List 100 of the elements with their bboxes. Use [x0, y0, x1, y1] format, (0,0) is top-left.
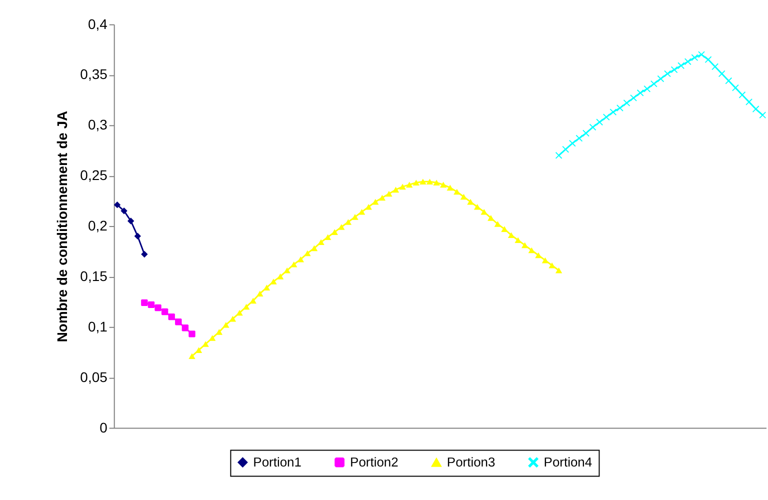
point: [188, 353, 196, 360]
point: [514, 237, 522, 244]
point: [372, 198, 379, 205]
point: [644, 85, 650, 92]
point: [576, 134, 583, 142]
point: [488, 215, 494, 221]
point: [562, 146, 569, 153]
point: [630, 94, 637, 102]
point: [297, 256, 304, 262]
legend-label: Portion2: [350, 454, 398, 470]
point: [712, 63, 718, 70]
point: [365, 204, 372, 210]
point: [331, 229, 338, 235]
point: [114, 201, 121, 208]
point: [738, 92, 746, 98]
point: [480, 208, 488, 215]
point: [141, 250, 148, 258]
point: [596, 118, 603, 126]
point: [284, 268, 290, 274]
y-axis-title: Nombre de conditionnement de JA: [54, 110, 70, 342]
point: [684, 58, 692, 65]
point: [168, 313, 175, 320]
point: [202, 341, 209, 347]
point: [426, 178, 434, 185]
point: [250, 298, 256, 304]
point: [467, 198, 474, 205]
point: [344, 219, 352, 225]
point: [616, 104, 624, 112]
point: [670, 66, 678, 74]
point: [725, 77, 732, 84]
point: [454, 188, 460, 195]
point: [134, 232, 141, 240]
point: [120, 208, 128, 214]
point: [229, 316, 236, 322]
point: [304, 250, 311, 256]
point: [678, 62, 684, 69]
point: [650, 80, 658, 88]
point: [548, 262, 556, 268]
point: [406, 182, 413, 188]
point: [542, 257, 549, 264]
point: [657, 75, 664, 82]
y-tick-label: 0,35: [80, 66, 108, 82]
point: [508, 232, 515, 238]
y-tick-label: 0: [100, 419, 108, 436]
point: [501, 226, 508, 232]
y-tick-label: 0,3: [88, 116, 108, 133]
point: [399, 184, 406, 190]
point: [182, 324, 189, 332]
point: [386, 190, 392, 197]
point: [691, 54, 698, 61]
point: [569, 140, 576, 147]
point: [718, 70, 726, 78]
point: [310, 245, 318, 252]
point: [263, 284, 270, 290]
point: [535, 252, 542, 258]
point: [589, 124, 596, 131]
point: [141, 299, 148, 306]
point: [698, 51, 705, 58]
point: [759, 112, 766, 118]
point: [704, 56, 712, 63]
point: [352, 214, 358, 220]
y-tick-label: 0,2: [88, 218, 108, 234]
y-tick-label: 0,4: [88, 16, 108, 32]
point: [290, 261, 298, 268]
point: [446, 184, 454, 191]
point: [460, 194, 468, 200]
point: [318, 239, 324, 246]
point: [222, 322, 230, 328]
point: [440, 182, 447, 188]
point: [420, 178, 426, 185]
point: [270, 278, 277, 284]
point: [433, 180, 440, 186]
y-tick-label: 0,05: [80, 368, 108, 385]
y-tick-label: 0,25: [80, 167, 108, 184]
point: [732, 84, 739, 92]
point: [392, 186, 400, 193]
point: [154, 304, 162, 312]
y-tick-label: 0,15: [80, 268, 108, 284]
point: [636, 90, 644, 96]
point: [216, 329, 222, 335]
legend-label: Portion1: [253, 454, 302, 470]
point: [603, 114, 610, 120]
point: [378, 194, 386, 201]
point: [276, 274, 284, 280]
point: [358, 208, 366, 215]
point: [161, 308, 168, 316]
y-tick-label: 0,1: [88, 318, 108, 334]
point: [610, 108, 617, 116]
point: [555, 268, 562, 274]
point: [555, 152, 562, 159]
point: [242, 304, 250, 310]
point: [528, 247, 535, 254]
point: [521, 242, 528, 248]
point: [338, 224, 345, 230]
legend-label: Portion3: [446, 454, 496, 470]
point: [236, 310, 243, 316]
point: [324, 234, 332, 240]
point: [746, 98, 752, 106]
point: [209, 335, 216, 341]
point: [127, 218, 134, 224]
